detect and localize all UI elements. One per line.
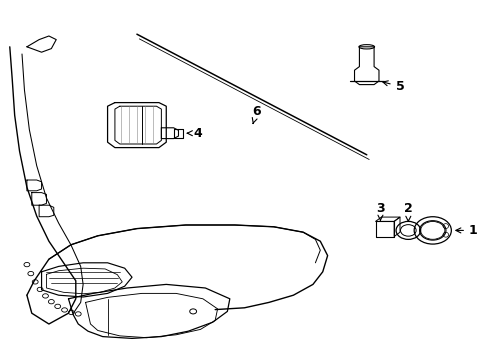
Text: 4: 4: [187, 127, 202, 140]
Text: 1: 1: [455, 224, 477, 237]
Text: 6: 6: [252, 105, 261, 123]
Text: 3: 3: [375, 202, 384, 220]
Text: 2: 2: [403, 202, 412, 221]
Text: 5: 5: [382, 80, 404, 93]
